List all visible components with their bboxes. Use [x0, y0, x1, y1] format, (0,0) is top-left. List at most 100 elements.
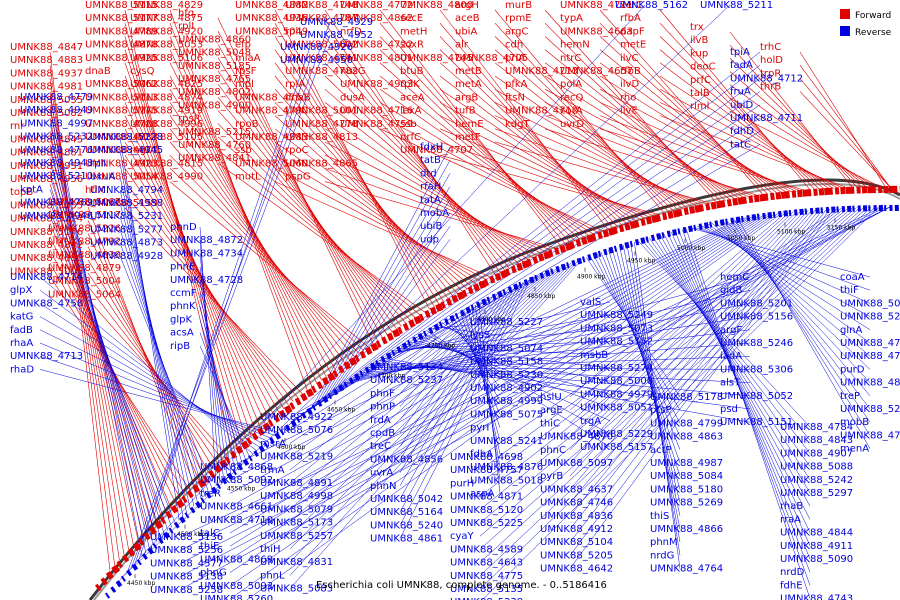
reverse-gene-label: UMNK88_4866 [650, 524, 723, 535]
reverse-connector [229, 216, 753, 507]
reverse-connector [382, 357, 751, 423]
reverse-gene-label: UMNK88_5162 [615, 0, 688, 11]
reverse-connector [199, 226, 217, 487]
forward-gene-arrow [726, 198, 732, 207]
forward-gene-label: talB [690, 88, 710, 99]
forward-gene-arrow [775, 191, 782, 200]
reverse-connector [229, 213, 772, 573]
reverse-connector [730, 219, 871, 423]
forward-gene-arrow [732, 197, 739, 206]
forward-connector [379, 128, 604, 232]
reverse-connector [229, 215, 761, 534]
reverse-connector [179, 206, 887, 551]
forward-gene-label: UMNK88_5055 [10, 200, 83, 211]
forward-connector [494, 36, 675, 212]
forward-connector [659, 62, 830, 190]
reverse-gene-arrow [661, 232, 665, 239]
reverse-gene-label: UMNK88_5178 [650, 392, 723, 403]
forward-gene-arrow [705, 202, 711, 211]
forward-gene-label: hflX [85, 185, 105, 196]
reverse-connector [685, 228, 811, 599]
reverse-gene-label: psd [720, 404, 738, 415]
forward-gene-label: UMNK88_5159 [85, 198, 158, 209]
forward-gene-label: uvrD [560, 119, 584, 130]
forward-connector [49, 91, 125, 556]
forward-gene-arrow [203, 475, 210, 484]
forward-gene-arrow [435, 303, 444, 312]
forward-gene-arrow [527, 258, 532, 267]
reverse-gene-arrow [560, 263, 567, 271]
forward-gene-label: metE [620, 40, 646, 51]
reverse-connector [569, 209, 816, 503]
reverse-connector [569, 211, 794, 424]
forward-connector [799, 78, 891, 188]
forward-gene-label: trhC [760, 42, 781, 53]
reverse-gene-arrow [772, 211, 776, 218]
forward-gene-arrow [640, 218, 646, 226]
forward-gene-arrow [186, 490, 194, 499]
reverse-gene-arrow [216, 482, 222, 490]
reverse-connector [399, 292, 502, 434]
reverse-gene-label: thiC [540, 418, 560, 429]
reverse-gene-label: fruA [730, 87, 751, 98]
reverse-connector [319, 173, 451, 402]
forward-connector [544, 49, 731, 201]
reverse-gene-label: msrA [260, 438, 286, 449]
forward-connector [169, 115, 346, 364]
forward-connector [217, 149, 421, 316]
reverse-gene-label: UMNK88_5138 [150, 572, 223, 583]
reverse-gene-arrow [587, 254, 592, 261]
reverse-gene-arrow [544, 269, 551, 277]
forward-gene-label: UMNK88_4711 [560, 0, 633, 11]
reverse-connector [479, 207, 861, 537]
forward-gene-arrow [267, 419, 274, 427]
reverse-gene-arrow [804, 208, 808, 215]
reverse-gene-label: UMNK88_4912 [540, 524, 613, 535]
reverse-gene-arrow [221, 477, 228, 485]
scale-tick-label: 5000 kbp [677, 245, 705, 252]
forward-gene-label: UMNK88_4937 [10, 68, 83, 79]
reverse-gene-arrow [311, 404, 317, 411]
reverse-connector [467, 308, 501, 455]
forward-gene-label: pspG [285, 172, 311, 183]
reverse-gene-arrow [666, 230, 671, 238]
reverse-connector [569, 211, 790, 411]
reverse-gene-label: UMNK88_5297 [780, 488, 853, 499]
forward-gene-label: hemE [455, 119, 484, 130]
reverse-gene-label: UMNK88_4987 [650, 458, 723, 469]
reverse-gene-label: iadA [720, 351, 742, 362]
reverse-gene-label: UMNK88_4870 [540, 432, 613, 443]
reverse-gene-label: UMNK88_5079 [260, 504, 333, 515]
forward-connector [324, 168, 552, 251]
reverse-gene-label: UMNK88_4871 [450, 492, 523, 503]
forward-gene-arrow [429, 306, 438, 315]
forward-gene-label: UMNK88_4792 [48, 237, 121, 248]
forward-connector [217, 123, 412, 321]
reverse-gene-label: UMNK88_5257 [260, 531, 333, 542]
reverse-gene-arrow [438, 321, 443, 328]
forward-connector [169, 181, 369, 348]
forward-gene-labels: UMNK88_4847UMNK88_4883UMNK88_4937UMNK88_… [10, 0, 783, 300]
forward-gene-arrow [537, 253, 545, 262]
reverse-gene-label: UMNK88_4728 [170, 275, 243, 286]
reverse-gene-label: UMNK88_4868 [200, 462, 273, 473]
forward-gene-label: UMNK88_4788 [85, 119, 158, 130]
reverse-gene-arrow [433, 323, 440, 331]
forward-gene-label: UMNK88_4800 [400, 0, 473, 11]
reverse-connector [399, 297, 491, 394]
reverse-connector [481, 206, 879, 600]
reverse-gene-arrow [481, 298, 488, 306]
reverse-gene-label: UMNK88_5229 [580, 429, 653, 440]
forward-connector [217, 31, 379, 342]
forward-gene-label: holD [760, 55, 783, 66]
reverse-gene-label: thiE [200, 541, 219, 552]
forward-gene-arrow [575, 239, 582, 247]
forward-gene-label: UMNK88_4712 [505, 106, 578, 117]
forward-gene-label: aceB [455, 13, 480, 24]
forward-connector [544, 22, 722, 202]
reverse-gene-arrow [264, 441, 269, 449]
reverse-gene-label: UMNK88_5073 [580, 323, 653, 334]
forward-gene-arrow [246, 437, 253, 445]
forward-gene-label: UMNK88_4900 [178, 100, 251, 111]
